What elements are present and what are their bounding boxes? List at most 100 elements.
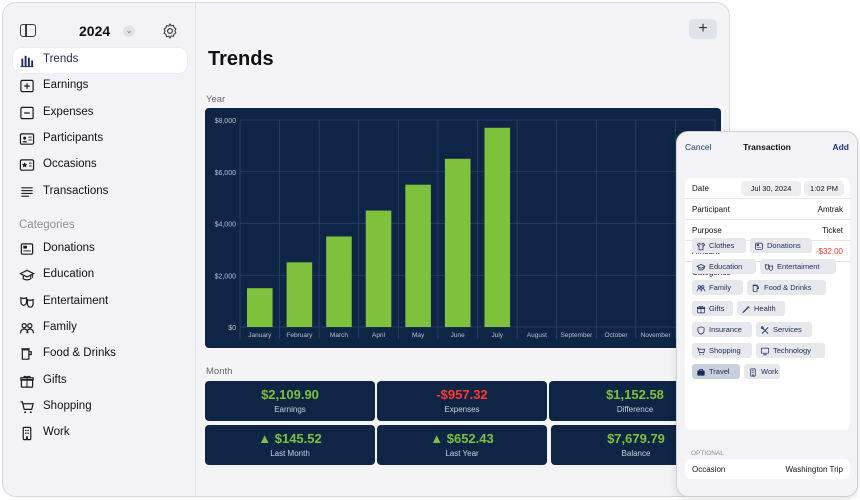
occasion-label: Occasion xyxy=(692,465,726,474)
category-chip-donations[interactable]: Donations xyxy=(750,238,812,253)
sidebar-item-label: Donations xyxy=(43,242,95,254)
sidebar-category-entertaiment[interactable]: Entertaiment xyxy=(13,290,187,315)
occasion-row[interactable]: Occasion Washington Trip xyxy=(685,459,850,479)
x-tick-label: October xyxy=(604,332,628,339)
shield-icon xyxy=(696,325,706,335)
sidebar-item-trends[interactable]: Trends xyxy=(13,48,187,73)
category-chip-gifts[interactable]: Gifts xyxy=(692,301,733,316)
year-bar-chart: $0 $2,000 $4,000 $6,000 $8,000 January Februar… xyxy=(215,118,716,339)
amount-value[interactable]: -$32.00 xyxy=(815,247,843,256)
sidebar-item-label: Participants xyxy=(43,131,104,144)
sidebar-category-donations[interactable]: Donations xyxy=(13,237,187,262)
date-row: Date Jul 30, 2024 1:02 PM xyxy=(685,178,850,199)
bar-june xyxy=(444,158,471,327)
sidebar-category-shopping[interactable]: Shopping xyxy=(13,395,187,420)
sheet-header: Cancel Transaction Add xyxy=(677,132,857,164)
y-tick-label: $2,000 xyxy=(215,273,237,280)
category-chip-family[interactable]: Family xyxy=(692,280,743,295)
stat-label: Last Month xyxy=(270,449,310,458)
sidebar-item-label: Entertaiment xyxy=(43,294,109,307)
x-tick-label: August xyxy=(527,332,547,339)
category-chip-insurance[interactable]: Insurance xyxy=(692,322,752,337)
purpose-value[interactable]: Ticket xyxy=(821,226,843,235)
sidebar-category-family[interactable]: Family xyxy=(13,316,187,341)
syringe-icon xyxy=(741,304,751,314)
category-chip-shopping[interactable]: Shopping xyxy=(692,343,752,358)
chip-label: Gifts xyxy=(709,304,725,313)
sidebar-item-label: Transactions xyxy=(43,184,109,197)
categories-section-title: Categories xyxy=(19,219,75,231)
sidebar-item-expenses[interactable]: Expenses xyxy=(13,101,187,126)
category-chip-travel[interactable]: Travel xyxy=(692,364,740,379)
monitor-icon xyxy=(760,346,770,356)
occasion-value[interactable]: Washington Trip xyxy=(785,465,843,474)
sidebar-item-occasions[interactable]: Occasions xyxy=(13,153,187,178)
building-icon xyxy=(748,367,758,377)
chip-label: Family xyxy=(709,283,732,292)
gift-icon xyxy=(696,304,706,314)
category-chip-food-drinks[interactable]: Food & Drinks xyxy=(747,280,826,295)
bar-january xyxy=(247,288,273,327)
stat-label: Difference xyxy=(616,405,654,414)
stat-value: $1,152.58 xyxy=(606,387,664,402)
gear-icon[interactable] xyxy=(161,22,179,40)
family-icon xyxy=(19,321,35,336)
sidebar-item-label: Trends xyxy=(43,53,79,65)
stat-earnings: $2,109.90 Earnings xyxy=(205,381,375,421)
sidebar-item-label: Shopping xyxy=(43,399,92,412)
month-stats-bottom: ▲ $145.52 Last Month ▲ $652.43 Last Year… xyxy=(205,425,721,465)
category-chip-services[interactable]: Services xyxy=(756,322,812,337)
x-tick-label: September xyxy=(561,332,594,339)
app-window: 2024 ⌄ Trends Earnings Expenses Participant… xyxy=(2,2,730,497)
cancel-button[interactable]: Cancel xyxy=(685,142,712,152)
chevron-down-icon[interactable]: ⌄ xyxy=(123,25,135,37)
category-chip-entertaiment[interactable]: Entertaiment xyxy=(760,259,836,274)
theater-masks-icon xyxy=(764,262,774,271)
sidebar-category-work[interactable]: Work xyxy=(13,421,187,446)
sidebar-category-gifts[interactable]: Gifts xyxy=(13,369,187,394)
sidebar-item-earnings[interactable]: Earnings xyxy=(13,74,187,99)
sidebar-item-label: Gifts xyxy=(43,373,67,386)
sidebar-item-transactions[interactable]: Transactions xyxy=(13,180,187,205)
chip-label: Health xyxy=(754,304,776,313)
donations-icon xyxy=(754,241,764,250)
category-chip-clothes[interactable]: Clothes xyxy=(692,238,746,253)
stat-label: Expenses xyxy=(444,405,480,414)
suitcase-icon xyxy=(696,367,706,376)
y-tick-label: $0 xyxy=(228,325,236,332)
sidebar-item-participants[interactable]: Participants xyxy=(13,127,187,152)
sidebar-item-label: Occasions xyxy=(43,158,97,171)
x-tick-label: February xyxy=(286,332,313,339)
participant-value[interactable]: Amtrak xyxy=(817,205,843,214)
chip-label: Technology xyxy=(773,346,811,355)
sidebar-toggle-icon[interactable] xyxy=(20,24,36,37)
chip-label: Shopping xyxy=(709,346,741,355)
category-chip-health[interactable]: Health xyxy=(737,301,785,316)
stat-last-month: ▲ $145.52 Last Month xyxy=(205,425,375,465)
sidebar-category-food-drinks[interactable]: Food & Drinks xyxy=(13,342,187,367)
plus-square-icon xyxy=(19,79,35,94)
add-transaction-button[interactable]: Add xyxy=(832,142,849,152)
category-chip-technology[interactable]: Technology xyxy=(756,343,825,358)
date-picker[interactable]: Jul 30, 2024 xyxy=(741,181,801,196)
stat-last-year: ▲ $652.43 Last Year xyxy=(377,425,547,465)
chip-label: Food & Drinks xyxy=(764,283,812,292)
month-stats-top: $2,109.90 Earnings -$957.32 Expenses $1,… xyxy=(205,381,721,421)
x-tick-label: June xyxy=(451,332,465,339)
year-selector[interactable]: 2024 xyxy=(79,23,111,39)
add-button[interactable]: + xyxy=(689,19,717,39)
occasion-field[interactable]: Occasion Washington Trip xyxy=(685,459,850,480)
category-chip-work[interactable]: Work xyxy=(744,364,780,379)
category-chip-education[interactable]: Education xyxy=(692,259,756,274)
time-picker[interactable]: 1:02 PM xyxy=(804,181,844,196)
sidebar-category-education[interactable]: Education xyxy=(13,263,187,288)
family-icon xyxy=(696,283,706,292)
page-title: Trends xyxy=(208,48,274,70)
chip-label: Insurance xyxy=(709,325,742,334)
participant-row[interactable]: Participant Amtrak xyxy=(685,199,850,220)
bar-april xyxy=(365,210,392,327)
cup-icon xyxy=(19,347,35,362)
sidebar-item-label: Food & Drinks xyxy=(43,347,116,360)
x-tick-label: April xyxy=(372,332,386,339)
stat-value: ▲ $652.43 xyxy=(430,431,494,446)
